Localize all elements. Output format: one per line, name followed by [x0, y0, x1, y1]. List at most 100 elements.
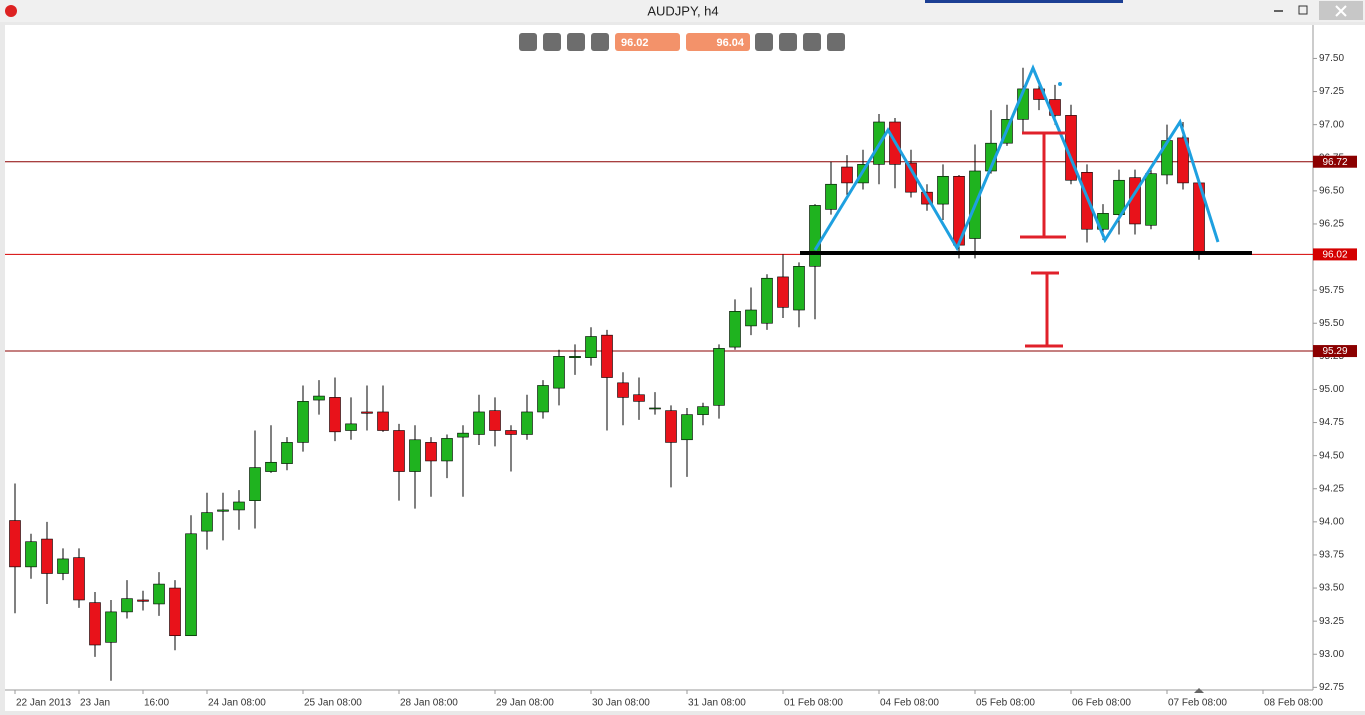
candle-body	[329, 397, 341, 433]
y-tick-label: 94.75	[1319, 417, 1344, 428]
x-tick-label: 22 Jan 2013	[16, 698, 71, 709]
y-tick-label: 93.50	[1319, 583, 1344, 594]
x-tick-label: 23 Jan	[80, 698, 110, 709]
candle-body	[297, 401, 309, 443]
candle-body	[601, 334, 613, 378]
tool-button[interactable]	[827, 33, 845, 51]
tool-button[interactable]	[779, 33, 797, 51]
price-level-label: 96.02	[1322, 250, 1347, 261]
zoom-button[interactable]	[519, 33, 537, 51]
y-tick-label: 97.50	[1319, 53, 1344, 64]
x-tick-label: 05 Feb 08:00	[976, 698, 1035, 709]
candle-body	[665, 410, 677, 443]
candle-body	[441, 438, 453, 462]
candle-body	[825, 183, 837, 210]
y-tick-label: 93.25	[1319, 616, 1344, 627]
candle-body	[345, 423, 357, 431]
list-button[interactable]	[755, 33, 773, 51]
x-tick-label: 08 Feb 08:00	[1264, 698, 1323, 709]
candle-body	[89, 602, 101, 646]
app-icon[interactable]	[5, 5, 17, 17]
candle-body	[553, 356, 565, 389]
x-tick-label: 24 Jan 08:00	[208, 698, 266, 709]
close-icon	[1335, 5, 1347, 17]
candle-body	[841, 166, 853, 184]
x-tick-label: 31 Jan 08:00	[688, 698, 746, 709]
candle-body	[713, 348, 725, 406]
y-tick-label: 94.50	[1319, 450, 1344, 461]
y-tick-label: 94.25	[1319, 483, 1344, 494]
candle-body	[121, 598, 133, 613]
pattern-line	[813, 64, 1220, 252]
y-tick-label: 92.75	[1319, 682, 1344, 693]
title-bar	[0, 0, 1365, 22]
candle-body	[265, 461, 277, 472]
x-tick-label: 01 Feb 08:00	[784, 698, 843, 709]
y-tick-label: 95.75	[1319, 285, 1344, 296]
ask-price: 96.04	[716, 37, 744, 49]
candle-body	[249, 467, 261, 501]
candle-body	[105, 611, 117, 643]
candle-body	[777, 276, 789, 308]
candle-body	[169, 587, 181, 637]
window-title: AUDJPY, h4	[647, 3, 718, 18]
bid-price: 96.02	[621, 37, 649, 49]
chart-area	[5, 25, 1365, 711]
y-tick-label: 97.25	[1319, 86, 1344, 97]
candle-body	[521, 411, 533, 435]
x-tick-label: 06 Feb 08:00	[1072, 698, 1131, 709]
candle-body	[505, 430, 517, 435]
buy-button[interactable]	[686, 33, 750, 51]
price-level-label: 96.72	[1322, 157, 1347, 168]
current-bar-marker	[1194, 688, 1204, 693]
x-tick-label: 04 Feb 08:00	[880, 698, 939, 709]
chart-type-button[interactable]	[591, 33, 609, 51]
candle-body	[937, 175, 949, 205]
candle-body	[25, 541, 37, 568]
candle-body	[153, 583, 165, 605]
x-tick-label: 07 Feb 08:00	[1168, 698, 1227, 709]
restore-button[interactable]	[1298, 5, 1308, 15]
candle-body	[697, 406, 709, 415]
toolbar: 96.02 96.04	[519, 33, 845, 51]
candle-body	[377, 411, 389, 431]
candle-body	[1161, 140, 1173, 176]
candle-body	[489, 410, 501, 431]
x-tick-label: 30 Jan 08:00	[592, 698, 650, 709]
candle-body	[409, 439, 421, 472]
candle-body	[393, 430, 405, 472]
candle-body	[361, 411, 373, 414]
candle-body	[185, 533, 197, 637]
y-tick-label: 96.50	[1319, 185, 1344, 196]
tool-button[interactable]	[803, 33, 821, 51]
candle-body	[41, 538, 53, 574]
y-tick-label: 94.00	[1319, 516, 1344, 527]
candle-body	[617, 382, 629, 398]
candle-body	[425, 442, 437, 462]
candle-body	[313, 395, 325, 401]
price-level-box	[1313, 248, 1357, 261]
candle-body	[9, 520, 21, 568]
candle-body	[649, 407, 661, 410]
candle-body	[761, 277, 773, 324]
plot: 97.5097.2597.0096.7596.5096.2596.0095.75…	[5, 53, 1357, 709]
candle-body	[569, 356, 581, 358]
candle-body	[57, 558, 69, 574]
timeframe-button[interactable]	[567, 33, 585, 51]
sell-button[interactable]	[615, 33, 680, 51]
y-tick-label: 95.50	[1319, 318, 1344, 329]
price-level-label: 95.29	[1322, 346, 1347, 357]
price-level-box	[1313, 155, 1357, 168]
candle-body	[1113, 179, 1125, 215]
x-tick-label: 29 Jan 08:00	[496, 698, 554, 709]
target-marker	[1025, 271, 1063, 348]
pattern-dot	[1058, 82, 1062, 86]
candle-body	[729, 311, 741, 348]
price-level-box	[1313, 345, 1357, 358]
candle-body	[585, 336, 597, 358]
candle-body	[793, 266, 805, 311]
settings-button[interactable]	[543, 33, 561, 51]
y-tick-label: 93.75	[1319, 550, 1344, 561]
title-accent	[925, 0, 1123, 3]
